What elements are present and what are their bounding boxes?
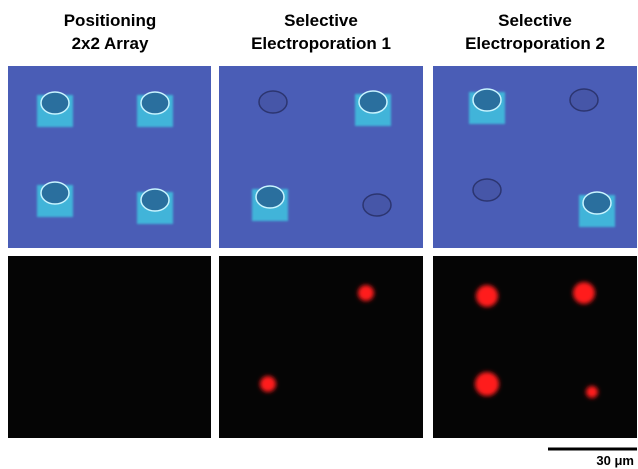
fluorescent-cell bbox=[586, 386, 598, 398]
fluorescent-cell bbox=[573, 282, 595, 304]
column-title: Positioning bbox=[64, 11, 157, 30]
fluorescence-panel bbox=[433, 256, 637, 438]
panels bbox=[8, 66, 637, 438]
column-title: 2x2 Array bbox=[72, 34, 149, 53]
fluorescent-cell bbox=[475, 372, 499, 396]
cell bbox=[473, 179, 501, 201]
brightfield-panel bbox=[8, 66, 211, 248]
cell bbox=[259, 91, 287, 113]
cell bbox=[41, 92, 69, 114]
cell bbox=[359, 91, 387, 113]
column-title: Selective bbox=[498, 11, 572, 30]
cell bbox=[141, 189, 169, 211]
fluorescent-cell bbox=[358, 285, 374, 301]
column-title: Electroporation 1 bbox=[251, 34, 391, 53]
fluorescence-panel bbox=[8, 256, 211, 438]
fluorescence-panel bbox=[219, 256, 423, 438]
fluorescent-cell bbox=[260, 376, 276, 392]
figure: Positioning 2x2 Array Selective Electrop… bbox=[0, 0, 638, 469]
brightfield-panel bbox=[219, 66, 423, 248]
scale-bar-label: 30 μm bbox=[596, 453, 634, 468]
cell bbox=[363, 194, 391, 216]
fluorescent-cell bbox=[476, 285, 498, 307]
cell bbox=[583, 192, 611, 214]
cell bbox=[570, 89, 598, 111]
cell bbox=[256, 186, 284, 208]
cell bbox=[41, 182, 69, 204]
column-title: Electroporation 2 bbox=[465, 34, 605, 53]
column-title: Selective bbox=[284, 11, 358, 30]
cell bbox=[473, 89, 501, 111]
cell bbox=[141, 92, 169, 114]
